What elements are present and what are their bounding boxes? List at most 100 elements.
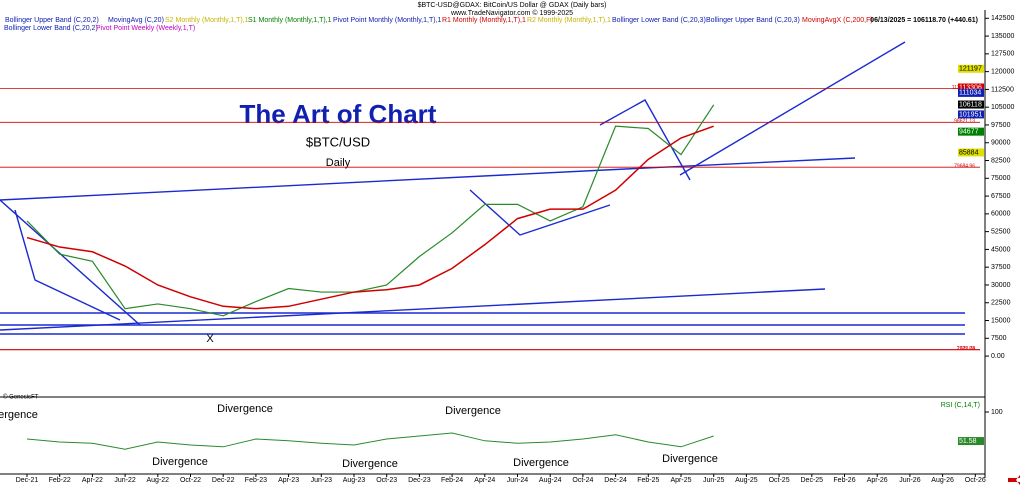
legend-entry: R1 Monthly (Monthly,1,T),1 [442, 17, 526, 24]
price-box-label: 85884 [959, 149, 979, 156]
x-tick-label: Apr-22 [82, 477, 103, 484]
legend-entry: Bollinger Lower Band (C,20,3) [612, 17, 706, 24]
price-box [958, 148, 984, 157]
level-label: 79684.96 [954, 164, 975, 170]
price-box-label: 94677 [959, 128, 979, 135]
x-tick-label: Aug-24 [539, 477, 562, 484]
level-label: 2772.04 [957, 346, 975, 352]
level-label: 2605.78 [957, 346, 975, 352]
x-tick-label: Dec-22 [212, 477, 235, 484]
annotation: Divergence [445, 405, 501, 417]
price-box [958, 88, 984, 97]
x-tick-label: Dec-25 [801, 477, 824, 484]
legend-entry: Bollinger Lower Band (C,20,2) [4, 25, 98, 32]
price-box [958, 127, 984, 136]
annotation: X [206, 333, 214, 345]
annotation: Divergence [0, 409, 38, 421]
y-tick-label: 0.00 [991, 353, 1005, 360]
rsi-line [26, 432, 714, 450]
x-tick-label: Oct-26 [965, 477, 986, 484]
header: $BTC-USD@GDAX: BitCoin/US Dollar @ GDAX … [418, 2, 607, 9]
legend-entry: S2 Monthly (Monthly,1,T),1 [165, 17, 249, 24]
y-tick-label: 142500 [991, 15, 1014, 22]
annotation: Divergence [217, 403, 273, 415]
subheader: www.TradeNavigator.com © 1999-2025 [450, 9, 573, 17]
legend-entry: MovingAvgX (C,200,F) [802, 17, 873, 24]
series-line [26, 125, 714, 310]
legend-entry: R2 Monthly (Monthly,1,T),1 [527, 17, 611, 24]
level-label: 98621.13 [954, 119, 975, 125]
price-box [958, 100, 984, 109]
annotation: © GenesisFT [3, 394, 39, 401]
x-tick-label: Oct-22 [180, 477, 201, 484]
y-tick-label: 105000 [991, 104, 1014, 111]
x-tick-label: Apr-23 [278, 477, 299, 484]
x-tick-label: Jun-26 [899, 477, 921, 484]
rsi-last-label: 51.58 [959, 438, 977, 445]
x-tick-label: Oct-23 [376, 477, 397, 484]
x-tick-label: Dec-24 [604, 477, 627, 484]
price-box-label: 106118 [959, 101, 982, 108]
x-tick-label: Jun-25 [703, 477, 725, 484]
x-tick-label: Aug-23 [343, 477, 366, 484]
legend-entry: Bollinger Upper Band (C,20,2) [5, 17, 99, 24]
y-tick-label: 112500 [991, 86, 1014, 93]
x-tick-label: Jun-22 [114, 477, 136, 484]
y-tick-label: 75000 [991, 175, 1011, 182]
status: 06/13/2025 = 106118.70 (+440.61) [870, 17, 978, 24]
y-tick-label: 7500 [991, 335, 1007, 342]
legend-entry: Pivot Point Monthly (Monthly,1,T),1 [333, 17, 442, 24]
x-tick-label: Apr-25 [670, 477, 691, 484]
y-tick-label: 135000 [991, 33, 1014, 40]
x-tick-label: Jun-23 [311, 477, 333, 484]
trendlines [0, 41, 965, 335]
y-tick-label: 67500 [991, 193, 1011, 200]
period: Daily [326, 157, 351, 169]
y-tick-label: 60000 [991, 211, 1011, 218]
x-tick-label: Dec-21 [16, 477, 39, 484]
y-tick-label: 37500 [991, 264, 1011, 271]
legend-entry: MovingAvg (C,20) [108, 17, 164, 24]
x-tick-label: Apr-26 [867, 477, 888, 484]
y-tick-label: 15000 [991, 317, 1011, 324]
legend-entry: S1 Monthly (Monthly,1,T),1 [248, 17, 332, 24]
chart-subtitle: $BTC/USD [306, 134, 370, 149]
x-tick-label: Oct-24 [572, 477, 593, 484]
x-tick-label: Aug-26 [931, 477, 954, 484]
y-tick-label: 90000 [991, 140, 1011, 147]
y-tick-label: 45000 [991, 246, 1011, 253]
legend-entry: Pivot Point Weekly (Weekly,1,T) [96, 25, 195, 32]
y-tick-label: 22500 [991, 300, 1011, 307]
x-tick-label: Feb-22 [49, 477, 71, 484]
series-line [26, 104, 715, 317]
y-tick-label: 127500 [991, 51, 1014, 58]
price-box-label: 121197 [959, 66, 982, 73]
x-tick-label: Feb-25 [637, 477, 659, 484]
price-box-label: 113306 [959, 84, 982, 91]
annotation: Divergence [513, 457, 569, 469]
y-tick-label: 30000 [991, 282, 1011, 289]
x-tick-label: Aug-22 [147, 477, 170, 484]
y-tick-label: 82500 [991, 157, 1011, 164]
rsi-last-box [958, 437, 984, 446]
annotation: Divergence [152, 456, 208, 468]
price-box-label: 111034 [959, 90, 981, 97]
x-tick-label: Dec-23 [408, 477, 431, 484]
y-tick-label: 52500 [991, 228, 1011, 235]
x-tick-label: Apr-24 [474, 477, 495, 484]
legend-entry: Bollinger Upper Band (C,20,3) [706, 17, 800, 24]
price-box [958, 64, 984, 73]
x-tick-label: Feb-24 [441, 477, 463, 484]
annotation: Divergence [662, 453, 718, 465]
price-box-label: 101951 [959, 111, 982, 118]
rsi-tick-label: 100 [991, 409, 1003, 416]
chart-title: The Art of Chart [240, 99, 437, 129]
price-box [958, 83, 984, 92]
y-tick-label: 97500 [991, 122, 1011, 129]
x-tick-label: Oct-25 [769, 477, 790, 484]
x-tick-label: Feb-23 [245, 477, 267, 484]
y-tick-label: 120000 [991, 68, 1014, 75]
x-tick-label: Jun-24 [507, 477, 529, 484]
